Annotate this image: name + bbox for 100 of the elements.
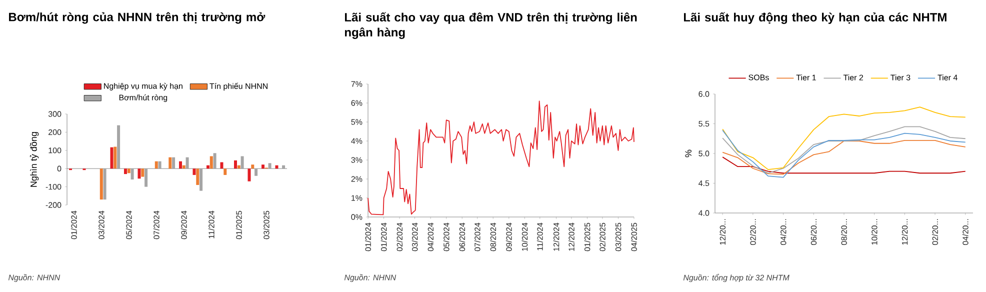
y-axis-title: % (685, 150, 692, 158)
y-tick-label: 100 (48, 148, 62, 154)
bar (275, 165, 278, 169)
bar (127, 168, 130, 174)
legend-label: Tier 2 (843, 74, 864, 80)
bar (268, 163, 272, 169)
bar (261, 164, 264, 169)
y-tick-label: 300 (48, 111, 62, 117)
x-tick-label: 07/2024 (153, 210, 160, 240)
y-tick-label: 4.5 (698, 180, 710, 186)
bar (234, 160, 237, 169)
bar (117, 125, 120, 169)
bar (141, 168, 144, 177)
bar (248, 168, 251, 182)
text: Nguồn: NHNN (8, 274, 60, 282)
bar (224, 168, 227, 175)
y-tick-label: 6.0 (698, 91, 710, 97)
y-tick-label: 0% (351, 214, 362, 220)
x-tick-label: 01/2024 (70, 210, 77, 240)
bar (103, 168, 106, 200)
bar (220, 162, 224, 169)
x-tick-label: 04/20... (962, 219, 968, 245)
x-tick-label: 01/2025 (236, 210, 242, 240)
bar (254, 168, 258, 176)
x-tick-label: 03/2024 (98, 210, 104, 240)
legend-label: Tier 4 (938, 74, 958, 80)
x-tick-label: 04/20... (780, 219, 786, 245)
legend-label: SOBs (748, 74, 769, 80)
x-tick-label: 10/20... (871, 219, 878, 245)
bar (240, 156, 244, 169)
x-tick-label: 02/2024 (396, 222, 403, 252)
x-tick-label: 12/20... (902, 219, 908, 245)
x-tick-label: 02/20... (750, 219, 756, 245)
bar (178, 161, 182, 169)
x-tick-label: 02/2025 (599, 222, 606, 252)
text: Nguồn: NHNN (344, 274, 396, 282)
y-axis-title: Nghìn tỷ đồng (30, 132, 39, 187)
y-tick-label: 6% (351, 100, 362, 106)
y-tick-label: 0 (57, 166, 62, 172)
y-tick-label: 5.5 (698, 120, 710, 127)
y-tick-label: 200 (48, 129, 62, 136)
x-tick-label: 11/2024 (536, 222, 543, 250)
y-tick-label: 5% (351, 119, 362, 125)
x-tick-label: 01/2025 (584, 222, 590, 252)
x-tick-label: 01/2024 (365, 222, 371, 252)
y-tick-label: 2% (351, 176, 362, 182)
bar (192, 168, 196, 175)
bar (200, 168, 203, 191)
x-tick-label: 09/2024 (180, 210, 187, 240)
x-tick-label: 12/2024 (553, 222, 560, 251)
y-tick-label: 7% (351, 81, 362, 87)
legend-label: Tier 1 (796, 74, 816, 80)
legend-label: Tier 3 (890, 74, 910, 80)
bar (138, 168, 141, 179)
bar (210, 156, 213, 169)
bar (158, 161, 162, 169)
bar (251, 164, 254, 169)
y-tick-label: 4.0 (698, 210, 710, 216)
bar (114, 146, 117, 169)
x-tick-label: 11/2024 (208, 210, 214, 238)
x-tick-label: 04/2025 (631, 222, 637, 252)
x-tick-label: 01/2024 (380, 222, 387, 252)
y-tick-label: 4% (351, 138, 362, 144)
x-tick-label: 07/2024 (474, 222, 480, 252)
bar (282, 165, 286, 169)
y-tick-label: 1% (352, 195, 362, 201)
x-tick-label: 05/2024 (443, 222, 450, 252)
x-tick-label: 06/20... (810, 219, 817, 245)
y-tick-label: 5.0 (698, 150, 710, 156)
x-tick-label: 12/20... (720, 219, 726, 245)
x-tick-label: 03/2024 (412, 222, 418, 252)
bar (100, 168, 103, 200)
x-tick-label: 05/2024 (126, 210, 132, 240)
bar (154, 161, 158, 169)
y-tick-label: -200 (46, 202, 62, 208)
chart-title: Lãi suất cho vay qua đêm VND trên thị trường liên ngân hàng (344, 12, 637, 39)
bar (168, 157, 172, 169)
bar (196, 168, 200, 185)
x-tick-label: 03/2025 (263, 210, 270, 240)
bar (237, 165, 240, 169)
x-tick-label: 12/2024 (568, 222, 574, 251)
y-tick-label: 3% (351, 157, 362, 163)
bar (182, 165, 186, 169)
x-tick-label: 10/2024 (522, 222, 528, 251)
x-tick-label: 06/2024 (459, 222, 466, 252)
y-tick-label: -100 (46, 184, 62, 190)
bar (144, 168, 148, 187)
bar (206, 165, 210, 169)
x-tick-label: 08/20... (841, 219, 847, 245)
bar (130, 168, 134, 180)
legend-label: Tín phiếu NHNN (210, 82, 268, 91)
x-tick-label: 08/2024 (490, 222, 496, 252)
line-series (722, 106, 966, 170)
x-tick-label: 03/2025 (615, 222, 622, 252)
x-tick-label: 04/2024 (428, 222, 434, 252)
bar (172, 157, 176, 169)
chart-title: Bơm/hút ròng của NHNN trên thị trường mở (9, 12, 266, 24)
bar (186, 157, 189, 169)
bar (110, 147, 114, 169)
x-tick-label: 02/20... (932, 219, 938, 245)
